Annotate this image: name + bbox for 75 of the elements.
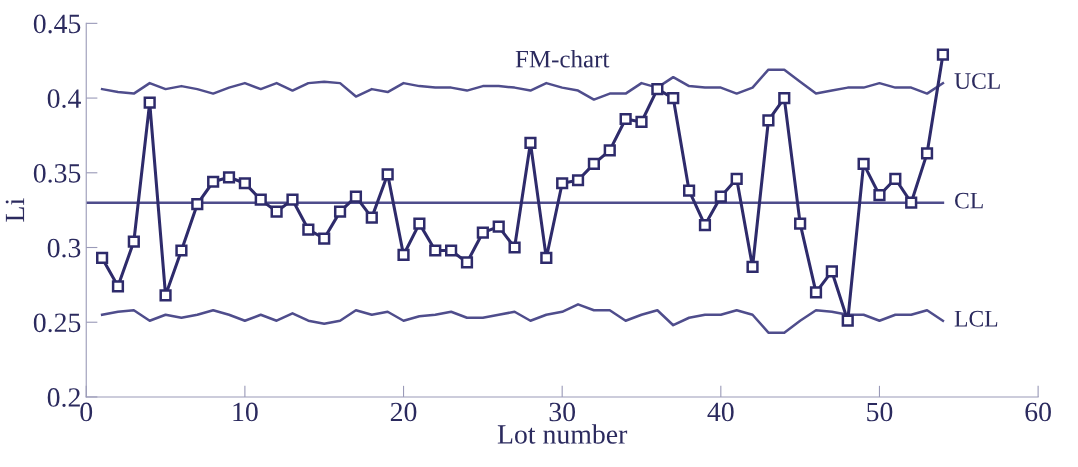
point — [127, 235, 140, 248]
point — [492, 220, 505, 233]
series-label: UCL — [954, 73, 1000, 90]
point — [476, 226, 489, 239]
point — [508, 241, 521, 254]
point — [571, 174, 585, 187]
point — [809, 286, 823, 299]
x-tick-label: 30 — [549, 402, 576, 422]
text: FM-chart — [515, 49, 610, 68]
x-tick-label: 20 — [390, 402, 417, 422]
y-tick-label: 0.45 — [33, 14, 81, 34]
point — [238, 177, 251, 190]
y-tick-label: 0.25 — [33, 313, 81, 333]
point — [540, 251, 553, 265]
point — [920, 147, 934, 160]
point — [159, 289, 172, 302]
point — [413, 217, 426, 230]
point — [302, 223, 315, 236]
point — [873, 189, 886, 202]
point — [95, 251, 109, 265]
point — [714, 190, 727, 203]
point — [222, 171, 236, 184]
y-tick-label: 0.35 — [33, 163, 81, 183]
point — [587, 157, 601, 170]
point — [889, 172, 902, 185]
point — [556, 177, 569, 190]
ref-line-label: CL — [955, 192, 983, 209]
y-tick-label: 0.3 — [47, 238, 81, 258]
point — [778, 91, 791, 105]
y-tick-label: 0.2 — [47, 388, 80, 407]
y-tick-label: 0.4 — [47, 89, 81, 109]
point — [635, 115, 648, 129]
x-tick-label: 40 — [707, 402, 734, 422]
y-axis-title: Li — [5, 198, 25, 222]
point — [270, 205, 283, 218]
point — [619, 112, 632, 126]
point — [175, 244, 188, 257]
x-tick-label: 0 — [80, 402, 93, 422]
point — [207, 175, 220, 188]
point — [730, 172, 743, 185]
point — [794, 217, 807, 230]
x-tick-label: 60 — [1025, 402, 1051, 422]
point — [698, 218, 712, 232]
point — [936, 48, 950, 61]
point — [429, 244, 442, 257]
point — [318, 232, 331, 245]
point — [762, 114, 775, 127]
point — [905, 196, 918, 209]
point — [381, 168, 394, 181]
point — [857, 157, 870, 170]
point — [825, 265, 838, 278]
point — [460, 256, 474, 269]
x-tick-label: 50 — [867, 402, 893, 422]
point — [651, 82, 664, 96]
point — [349, 190, 363, 203]
point — [365, 211, 378, 224]
point — [254, 193, 267, 206]
point — [333, 205, 347, 218]
line-series — [100, 68, 945, 101]
point — [746, 260, 759, 274]
point — [682, 184, 696, 197]
point — [524, 136, 537, 150]
point — [111, 280, 125, 293]
point — [143, 96, 156, 109]
point — [397, 248, 410, 262]
line-series — [100, 303, 945, 334]
point — [445, 244, 458, 257]
x-axis-title: Lot number — [497, 424, 628, 444]
point — [286, 193, 299, 206]
series-label: LCL — [954, 310, 998, 327]
point — [667, 91, 680, 105]
point — [841, 314, 854, 327]
point — [603, 144, 616, 157]
point — [191, 198, 204, 211]
x-tick-label: 10 — [233, 402, 258, 422]
